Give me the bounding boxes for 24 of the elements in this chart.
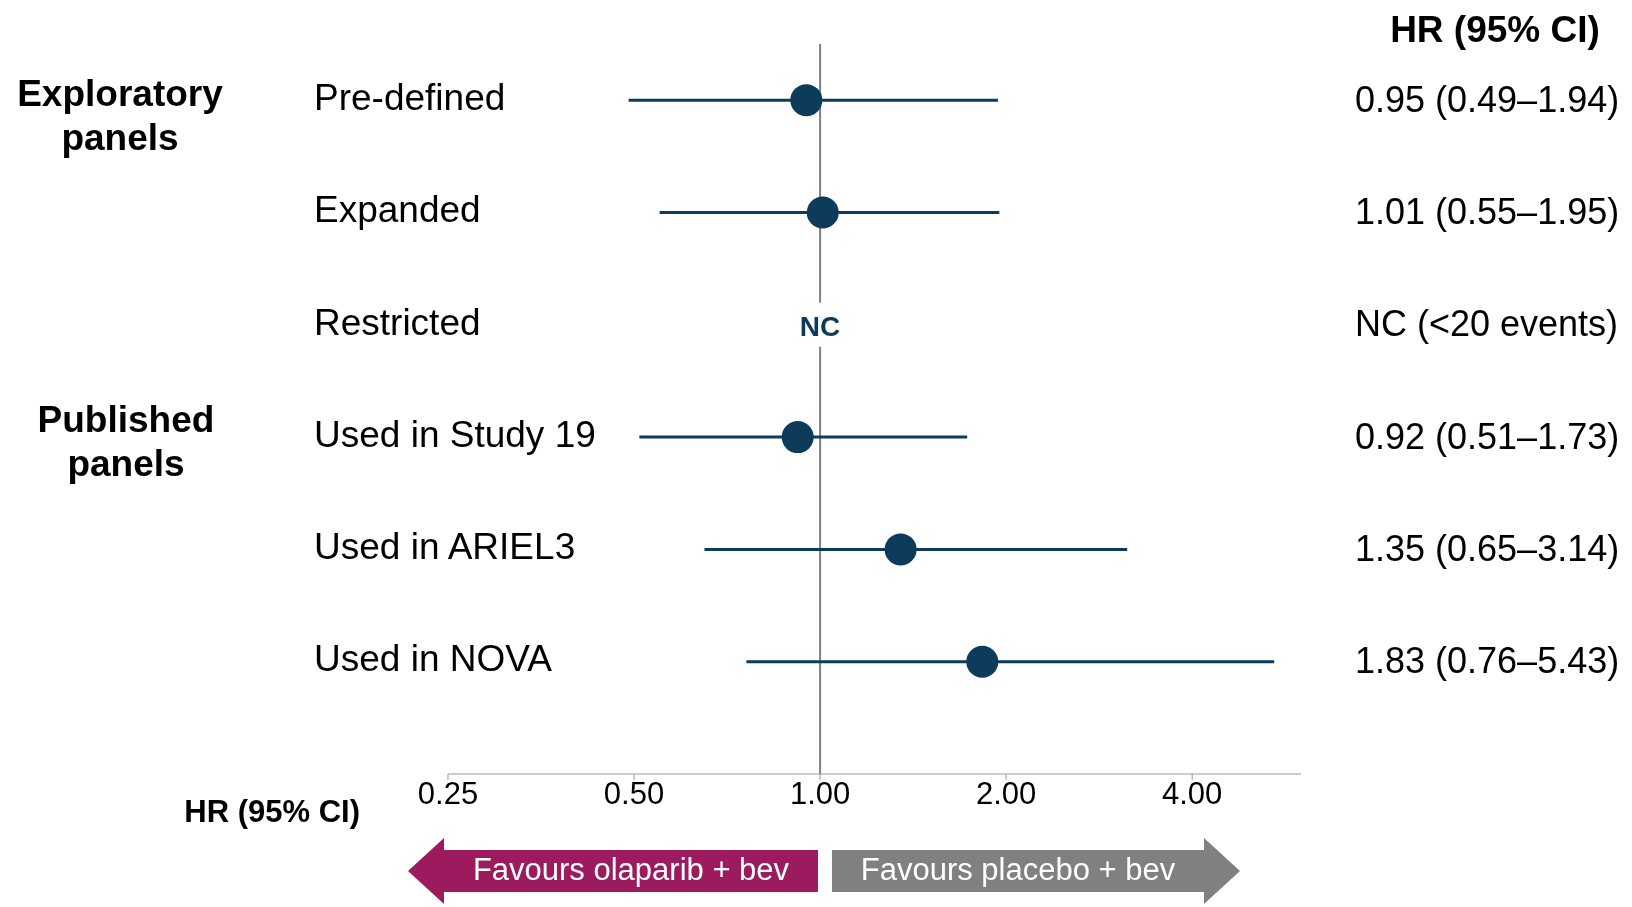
x-tick-label: 0.25: [417, 776, 479, 812]
data-label: 1.01 (0.55–1.95): [1355, 190, 1620, 232]
annotation: NC: [799, 311, 841, 343]
x-axis-title: HR (95% CI): [183, 793, 360, 831]
x-tick-label: 4.00: [1162, 776, 1223, 812]
data-label: 1.83 (0.76–5.43): [1355, 640, 1620, 682]
text: Exploratory panels: [16, 72, 224, 160]
y-tick-label: Used in Study 19: [314, 413, 596, 455]
data-label: 1.35 (0.65–3.14): [1355, 527, 1620, 569]
x-tick-label: 2.00: [975, 776, 1037, 812]
text: NC (<20 events): [1355, 303, 1619, 345]
text: Published panels: [36, 398, 216, 486]
text: Favours olaparib + bev: [471, 852, 791, 888]
data-label: 0.95 (0.49–1.94): [1355, 78, 1620, 120]
y-tick-label: Restricted: [314, 301, 481, 343]
y-tick-label: Used in ARIEL3: [314, 526, 576, 568]
text: Favours placebo + bev: [859, 852, 1177, 888]
y-tick-label: Used in NOVA: [314, 638, 553, 680]
text: HR (95% CI): [1389, 8, 1601, 52]
x-tick-label: 1.00: [789, 776, 851, 812]
y-tick-label: Pre-defined: [314, 76, 506, 118]
data-label: 0.92 (0.51–1.73): [1355, 415, 1620, 457]
x-tick-label: 0.50: [603, 776, 665, 812]
y-tick-label: Expanded: [314, 189, 481, 231]
